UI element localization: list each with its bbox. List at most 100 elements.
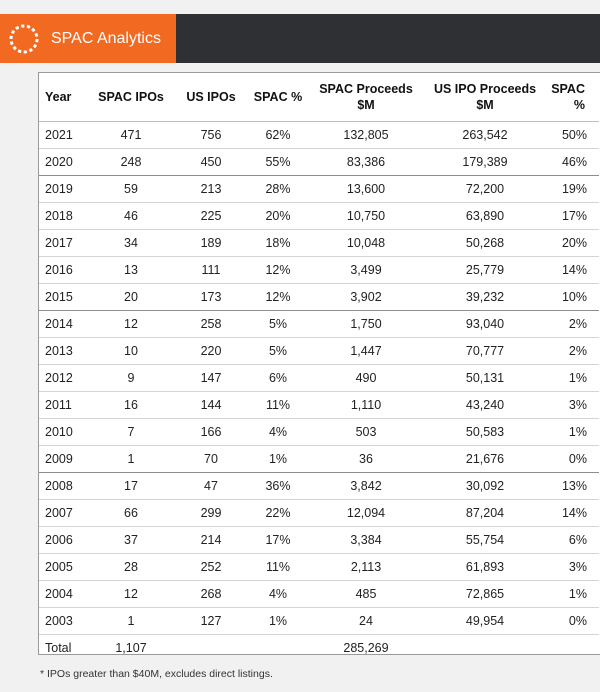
cell-us-ipos: 258 (175, 310, 247, 338)
table-row: 2011 16 144 11% 1,110 43,240 3% (39, 391, 599, 419)
cell-spac-pct: 1% (247, 607, 309, 635)
cell-us-ipos: 213 (175, 175, 247, 203)
cell-spac-proceeds-pct: 0% (547, 607, 599, 635)
cell-us-ipo-proceeds: 43,240 (423, 391, 547, 419)
cell-spac-ipos: 12 (87, 310, 175, 338)
table-body: 2021 471 756 62% 132,805 263,542 50% 2020 248 450… (39, 121, 599, 655)
cell-spac-ipos: 1 (87, 445, 175, 473)
cell-spac-pct: 28% (247, 175, 309, 203)
cell-us-ipos: 189 (175, 229, 247, 257)
col-header-spac-proceeds: SPAC Proceeds $M (309, 73, 423, 122)
cell-us-ipos: 214 (175, 526, 247, 554)
cell-spac-proceeds: 13,600 (309, 175, 423, 203)
cell-spac-ipos: 9 (87, 364, 175, 392)
cell-spac-proceeds-pct: 20% (547, 229, 599, 257)
cell-us-ipos: 111 (175, 256, 247, 284)
cell-spac-proceeds: 10,750 (309, 202, 423, 230)
table-row: 2016 13 111 12% 3,499 25,779 14% (39, 256, 599, 284)
cell-spac-proceeds: 2,113 (309, 553, 423, 581)
table-row: 2010 7 166 4% 503 50,583 1% (39, 418, 599, 446)
cell-spac-proceeds-pct: 14% (547, 499, 599, 527)
cell-us-ipo-proceeds: 72,865 (423, 580, 547, 608)
cell-us-ipos: 173 (175, 283, 247, 311)
cell-us-ipo-proceeds: 21,676 (423, 445, 547, 473)
table-row: 2003 1 127 1% 24 49,954 0% (39, 607, 599, 635)
cell-spac-pct: 17% (247, 526, 309, 554)
cell-spac-proceeds-pct: 0% (547, 445, 599, 473)
cell-spac-proceeds-pct: 19% (547, 175, 599, 203)
cell-year: 2007 (39, 499, 87, 527)
table-row: 2020 248 450 55% 83,386 179,389 46% (39, 148, 599, 176)
cell-us-ipo-proceeds: 25,779 (423, 256, 547, 284)
cell-us-ipos: 147 (175, 364, 247, 392)
cell-spac-ipos: 12 (87, 580, 175, 608)
col-header-us-ipos: US IPOs (175, 73, 247, 122)
cell-spac-ipos: 37 (87, 526, 175, 554)
cell-spac-pct: 18% (247, 229, 309, 257)
cell-spac-pct: 55% (247, 148, 309, 176)
cell-spac-pct: 12% (247, 283, 309, 311)
cell-us-ipos: 268 (175, 580, 247, 608)
table-row: 2018 46 225 20% 10,750 63,890 17% (39, 202, 599, 230)
cell-spac-proceeds: 3,902 (309, 283, 423, 311)
cell-us-ipo-proceeds: 50,131 (423, 364, 547, 392)
cell-spac-proceeds: 24 (309, 607, 423, 635)
brand-header[interactable]: SPAC Analytics (0, 14, 176, 63)
cell-year: 2010 (39, 418, 87, 446)
top-bar: SPAC Analytics (0, 14, 600, 63)
cell-spac-proceeds: 132,805 (309, 121, 423, 149)
cell-us-ipos: 47 (175, 472, 247, 500)
cell-spac-proceeds: 1,110 (309, 391, 423, 419)
cell-spac-ipos: 28 (87, 553, 175, 581)
cell-year: 2003 (39, 607, 87, 635)
cell-year: 2019 (39, 175, 87, 203)
cell-spac-proceeds: 36 (309, 445, 423, 473)
col-header-spac-pct: SPAC % (247, 73, 309, 122)
cell-us-ipos: 127 (175, 607, 247, 635)
cell-us-ipo-proceeds: 87,204 (423, 499, 547, 527)
cell-spac-proceeds: 3,842 (309, 472, 423, 500)
spac-ipo-table: Year SPAC IPOs US IPOs SPAC % SPAC Proce… (39, 73, 599, 655)
cell-year: 2004 (39, 580, 87, 608)
col-header-us-ipo-proceeds: US IPO Proceeds $M (423, 73, 547, 122)
cell-us-ipo-proceeds: 70,777 (423, 337, 547, 365)
cell-year: 2013 (39, 337, 87, 365)
cell-spac-pct: 4% (247, 418, 309, 446)
table-row: 2017 34 189 18% 10,048 50,268 20% (39, 229, 599, 257)
cell-us-ipo-proceeds: 50,583 (423, 418, 547, 446)
cell-year: 2008 (39, 472, 87, 500)
cell-spac-pct: 36% (247, 472, 309, 500)
cell-year: 2015 (39, 283, 87, 311)
cell-us-ipos: 70 (175, 445, 247, 473)
cell-spac-pct: 5% (247, 310, 309, 338)
cell-spac-ipos: 248 (87, 148, 175, 176)
cell-us-ipo-proceeds: 39,232 (423, 283, 547, 311)
cell-spac-proceeds: 3,384 (309, 526, 423, 554)
total-cell-year: Total (45, 641, 72, 655)
cell-year: 2005 (39, 553, 87, 581)
cell-spac-ipos: 16 (87, 391, 175, 419)
cell-us-ipos: 450 (175, 148, 247, 176)
cell-spac-proceeds: 10,048 (309, 229, 423, 257)
cell-spac-ipos: 471 (87, 121, 175, 149)
cell-spac-proceeds: 503 (309, 418, 423, 446)
cell-spac-ipos: 7 (87, 418, 175, 446)
cell-spac-pct: 62% (247, 121, 309, 149)
table-row: 2009 1 70 1% 36 21,676 0% (39, 445, 599, 473)
cell-year: 2014 (39, 310, 87, 338)
cell-spac-proceeds-pct: 10% (547, 283, 599, 311)
total-cell-spac-pct (247, 635, 309, 655)
cell-year: 2018 (39, 202, 87, 230)
cell-us-ipos: 299 (175, 499, 247, 527)
cell-spac-pct: 6% (247, 364, 309, 392)
cell-us-ipo-proceeds: 63,890 (423, 202, 547, 230)
footnote: * IPOs greater than $40M, excludes direc… (40, 668, 273, 680)
cell-year: 2021 (39, 121, 87, 149)
cell-us-ipos: 144 (175, 391, 247, 419)
cell-spac-ipos: 20 (87, 283, 175, 311)
table-row: 2015 20 173 12% 3,902 39,232 10% (39, 283, 599, 311)
cell-us-ipo-proceeds: 50,268 (423, 229, 547, 257)
cell-spac-proceeds-pct: 1% (547, 580, 599, 608)
table-row: 2012 9 147 6% 490 50,131 1% (39, 364, 599, 392)
table-row: 2021 471 756 62% 132,805 263,542 50% (39, 121, 599, 149)
